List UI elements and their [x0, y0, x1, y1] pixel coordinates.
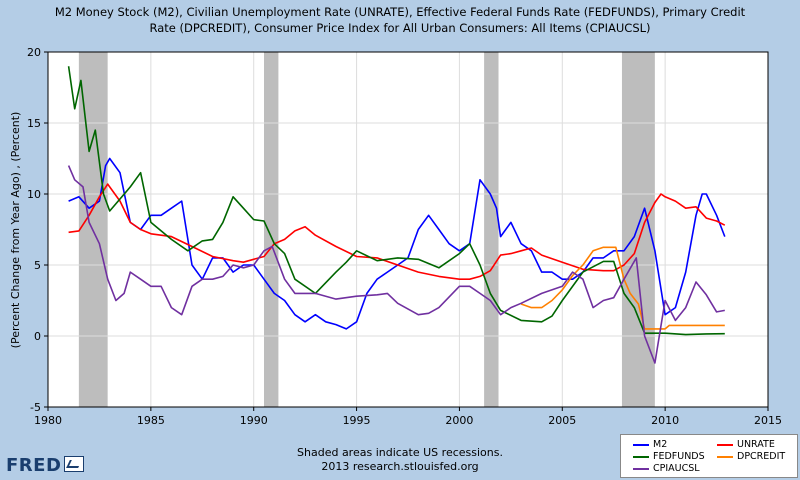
legend-swatch: [717, 443, 733, 446]
legend-label: M2: [653, 439, 668, 450]
legend-label: FEDFUNDS: [653, 451, 705, 462]
x-tick-label: 1980: [34, 414, 62, 427]
footer-note: Shaded areas indicate US recessions. 201…: [250, 446, 550, 474]
legend-swatch: [717, 455, 733, 458]
legend-item-fedfunds: FEDFUNDS: [633, 451, 705, 462]
series-line-dpcredit: [520, 246, 725, 330]
y-axis-label: (Percent Change from Year Ago) , (Percen…: [9, 112, 22, 349]
title-line-1: M2 Money Stock (M2), Civilian Unemployme…: [54, 5, 746, 19]
x-tick-label: 2015: [754, 414, 782, 427]
legend-swatch: [633, 455, 649, 458]
legend-label: DPCREDIT: [737, 451, 786, 462]
footer-source: 2013 research.stlouisfed.org: [321, 460, 479, 473]
legend-label: CPIAUCSL: [653, 463, 700, 474]
legend-label: UNRATE: [737, 439, 775, 450]
fred-logo-chart-icon: [64, 456, 85, 472]
fred-logo-text: FRED: [6, 455, 62, 476]
series-line-unrate: [68, 183, 726, 281]
chart-legend: M2 UNRATE FEDFUNDS DPCREDIT CPIAUCSL: [620, 434, 798, 478]
y-tick-label: 0: [34, 330, 41, 343]
series-line-cpiaucsl: [67, 165, 725, 364]
fred-logo[interactable]: FRED: [6, 455, 85, 476]
legend-item-unrate: UNRATE: [717, 439, 775, 450]
plot-area: [48, 52, 768, 407]
footer-recession-note: Shaded areas indicate US recessions.: [297, 446, 503, 459]
x-tick-label: 1995: [343, 414, 371, 427]
legend-item-cpiaucsl: CPIAUCSL: [633, 463, 700, 474]
y-tick-label: 20: [27, 46, 41, 59]
legend-item-dpcredit: DPCREDIT: [717, 451, 785, 462]
legend-swatch: [633, 467, 649, 470]
series-line-m2: [68, 157, 726, 330]
axis-ticks: -5 0 5 10 15 20 1980 1985 1990 1995 2000 2005 2010 20…: [27, 46, 782, 427]
x-tick-label: 2005: [548, 414, 576, 427]
recession-band-3: [484, 52, 499, 407]
x-tick-label: 2000: [445, 414, 473, 427]
y-tick-label: 5: [34, 259, 41, 272]
x-tick-label: 1985: [137, 414, 165, 427]
y-tick-label: -5: [30, 401, 41, 414]
series-lines: [67, 66, 726, 364]
title-line-2: Rate (DPCREDIT), Consumer Price Index fo…: [149, 21, 651, 35]
chart: -5 0 5 10 15 20 1980 1985 1990 1995 2000 2005 2010 20…: [9, 46, 782, 427]
chart-title: M2 Money Stock (M2), Civilian Unemployme…: [0, 4, 800, 36]
legend-swatch: [633, 443, 649, 446]
recession-band-2: [264, 52, 279, 407]
series-line-fedfunds: [67, 66, 725, 336]
x-tick-label: 2010: [651, 414, 679, 427]
y-tick-label: 10: [27, 188, 41, 201]
y-tick-label: 15: [27, 117, 41, 130]
legend-item-m2: M2: [633, 439, 667, 450]
x-tick-label: 1990: [240, 414, 268, 427]
plot-border: [47, 51, 769, 408]
